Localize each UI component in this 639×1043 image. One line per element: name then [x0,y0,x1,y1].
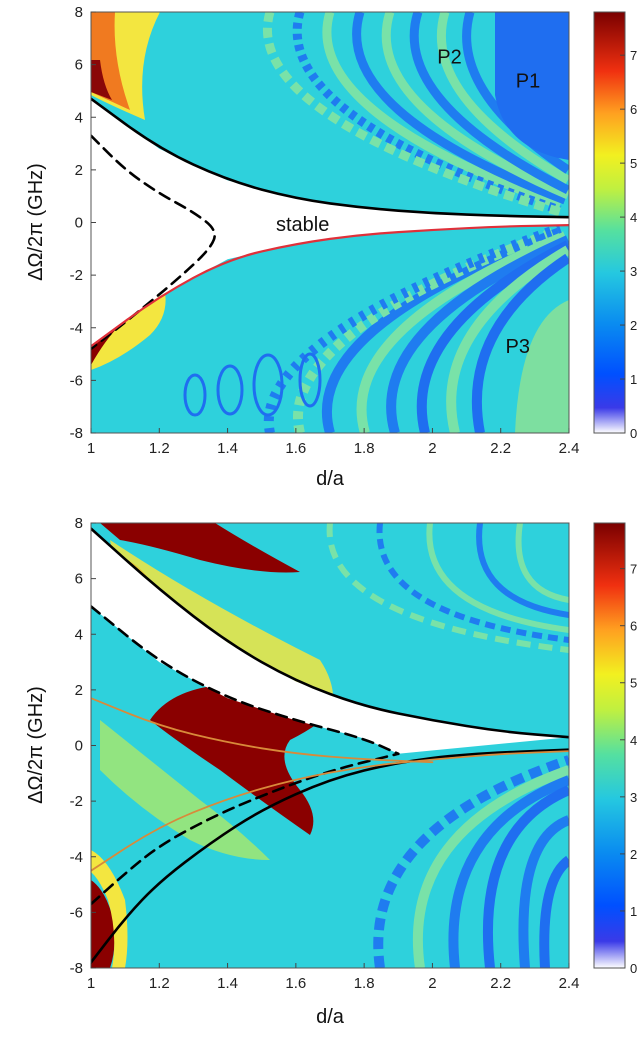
heatmap-bottom [91,523,569,968]
y-tick-label: 0 [75,215,83,232]
x-tick-label: 2.2 [490,440,511,457]
heatmap-top [91,12,569,433]
y-tick-label: -4 [70,320,83,337]
curve-black-solid-0 [91,527,569,739]
region-stable [91,98,569,347]
y-tick-label: 4 [75,109,83,126]
colorbar-tick-label: 7 [630,562,637,577]
x-tick-label: 1.2 [149,975,170,992]
region-p1 [495,12,569,160]
colorbar-tick-label: 7 [630,48,637,63]
y-tick-label: -2 [70,793,83,810]
curves-bottom [91,527,569,964]
x-tick-label: 2.4 [559,440,580,457]
curve-black-dashed-1 [91,605,400,756]
x-tick-label: 1.4 [217,975,238,992]
y-tick-label: -8 [70,960,83,977]
panel-top: 1 1.2 1.4 1.6 1.8 2 2.2 2.4 8 6 4 2 0 -2 -4 -6 -8 P2 P1 st… [25,4,637,490]
colorbar-tick-label: 3 [630,790,637,805]
axis-ticks-bottom: 1 1.2 1.4 1.6 1.8 2 2.2 2.4 8 6 4 2 0 -2 -4 -6 -8 [70,515,580,992]
curve-black-dashed-2 [91,752,400,906]
x-tick-label: 1.8 [354,975,375,992]
colorbar-tick-label: 1 [630,904,637,919]
region-yellow-lower-left [91,850,128,968]
y-tick-label: 2 [75,682,83,699]
colorbar-tick-label: 3 [630,264,637,279]
y-tick-label: 8 [75,515,83,532]
y-tick-label: 4 [75,626,83,643]
fringe-arcs-lower [373,755,569,968]
region-dark-upper [100,523,300,573]
colorbar-tick-label: 0 [630,961,637,976]
curves-top [91,97,569,351]
annotation-ch: ch [118,273,139,295]
panel-bottom: 1 1.2 1.4 1.6 1.8 2 2.2 2.4 8 6 4 2 0 -2 -4 -6 -8 d/a ΔΩ… [25,515,637,1028]
y-tick-label: -8 [70,425,83,442]
x-tick-label: 1 [87,975,95,992]
colorbar-tick-label: 6 [630,619,637,634]
x-axis-label-bottom: d/a [316,1006,345,1028]
y-tick-label: -6 [70,904,83,921]
y-tick-label: -6 [70,372,83,389]
x-tick-label: 1.8 [354,440,375,457]
x-tick-label: 2.4 [559,975,580,992]
curve-red-solid-2 [91,224,569,348]
colorbar-tick-label: 1 [630,372,637,387]
fringe-arcs-lower [263,223,569,433]
region-dark-upper-left [91,60,112,100]
curve-black-solid-0 [91,97,569,219]
y-tick-label: 8 [75,4,83,21]
curve-orange-solid-5 [91,750,569,872]
annotation-p1: P1 [516,70,540,92]
region-stable [91,528,569,754]
fringe-arcs-upper [262,12,569,217]
y-tick-label: 6 [75,57,83,74]
x-tick-label: 2.2 [490,975,511,992]
colorbar-tick-label: 6 [630,102,637,117]
colorbar-bottom [593,522,626,969]
x-tick-label: 2 [428,440,436,457]
x-tick-label: 2 [428,975,436,992]
colorbar-tick-label: 2 [630,318,637,333]
region-dark-middle [150,685,340,835]
colorbar-ticks-top: 7 6 5 4 3 2 1 0 [620,48,637,441]
colorbar-tick-label: 5 [630,156,637,171]
x-tick-label: 1.4 [217,440,238,457]
axis-ticks-top: 1 1.2 1.4 1.6 1.8 2 2.2 2.4 8 6 4 2 0 -2 -4 -6 -8 [70,4,580,457]
x-tick-label: 1.6 [285,975,306,992]
colorbar-tick-label: 0 [630,426,637,441]
oval-fringes [183,352,322,417]
region-green-middle [100,720,270,860]
annotation-p3: P3 [506,336,530,358]
colorbar-tick-label: 5 [630,676,637,691]
x-tick-label: 1 [87,440,95,457]
y-tick-label: 0 [75,738,83,755]
colorbar-top [593,11,626,434]
y-tick-label: -4 [70,849,83,866]
x-tick-label: 1.6 [285,440,306,457]
y-tick-label: 6 [75,571,83,588]
colorbar-tick-label: 4 [630,733,637,748]
curve-black-dashed-1 [91,134,216,351]
annotation-p2: P2 [437,47,461,69]
region-dark-lower-left [91,880,115,968]
x-axis-label-top: d/a [316,468,345,490]
y-axis-label-top: ΔΩ/2π (GHz) [25,163,47,281]
annotations-top: P2 P1 stable ch P3 [118,47,540,358]
x-tick-label: 1.2 [149,440,170,457]
y-tick-label: -2 [70,267,83,284]
colorbar-ticks-bottom: 7 6 5 4 3 2 1 0 [620,562,637,976]
curve-black-solid-3 [91,748,569,964]
fringe-arcs-upper [326,523,569,653]
colorbar-tick-label: 2 [630,847,637,862]
region-p3 [515,300,569,433]
y-tick-label: 2 [75,162,83,179]
annotation-stable: stable [276,214,329,236]
y-axis-label-bottom: ΔΩ/2π (GHz) [25,686,47,804]
colorbar-tick-label: 4 [630,210,637,225]
curve-orange-solid-4 [91,697,434,764]
